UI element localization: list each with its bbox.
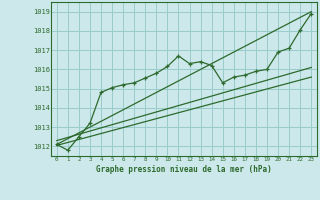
X-axis label: Graphe pression niveau de la mer (hPa): Graphe pression niveau de la mer (hPa) bbox=[96, 165, 272, 174]
